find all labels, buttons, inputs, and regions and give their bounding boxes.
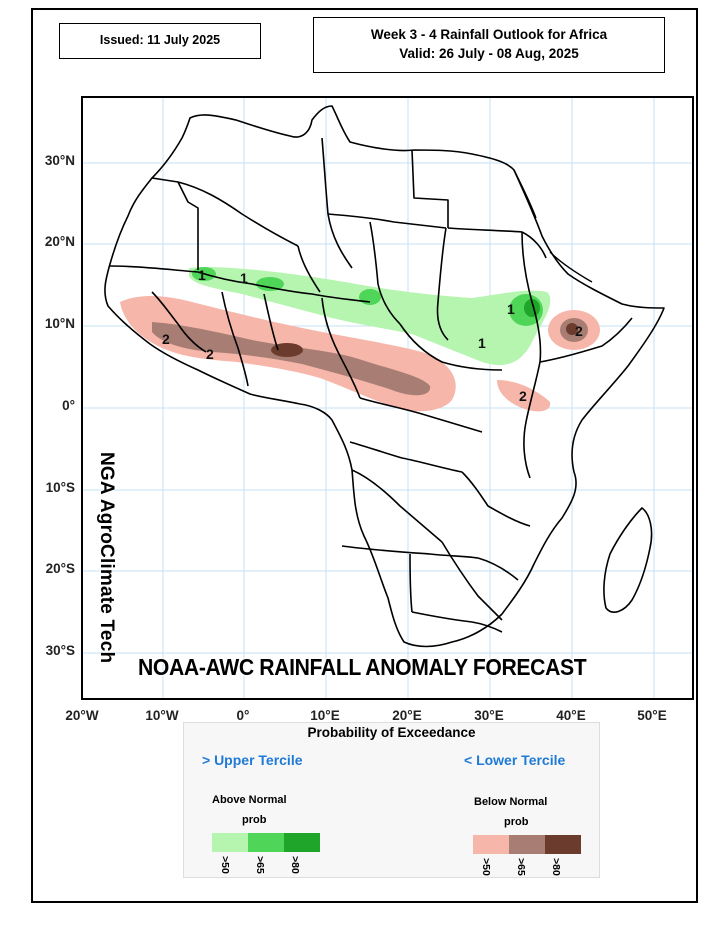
- border-sahel-2: [369, 221, 401, 325]
- border-south-5: [477, 557, 519, 581]
- border-east-1: [521, 231, 542, 363]
- border-south-6: [411, 611, 503, 633]
- lat-label-10s: 10°S: [45, 480, 75, 495]
- border-north-1: [151, 177, 199, 270]
- contour-label-below-2: 2: [206, 346, 214, 362]
- arabia-edge: [513, 169, 593, 283]
- contour-label-above-2: 1: [240, 270, 248, 286]
- map-panel: 1 1 1 1 2 2 2 2: [81, 96, 694, 700]
- lat-label-0: 0°: [62, 398, 75, 413]
- swatch-above-80: [284, 833, 320, 852]
- below-normal-label: Below Normal: [474, 796, 548, 808]
- contour-label-above-1: 1: [198, 267, 206, 283]
- lon-label-20w: 20°W: [65, 708, 99, 723]
- border-south-3: [409, 553, 413, 613]
- tick-above-80: >80: [289, 856, 301, 874]
- border-central-5: [461, 471, 531, 527]
- swatch-below-80: [545, 835, 581, 854]
- madagascar-outline: [603, 506, 653, 613]
- lat-label-30n: 30°N: [44, 153, 75, 168]
- title-box: Week 3 - 4 Rainfall Outlook for Africa V…: [313, 17, 665, 73]
- legend: Probability of Exceedance > Upper Tercil…: [183, 722, 600, 878]
- below-normal-65-area-west: [152, 322, 431, 396]
- above-normal-prob-label: prob: [242, 814, 267, 826]
- contour-label-above-3: 1: [507, 301, 515, 317]
- border-east-2: [539, 317, 633, 363]
- lon-label-10w: 10°W: [145, 708, 179, 723]
- swatch-below-50: [473, 835, 509, 854]
- border-north-4: [327, 213, 447, 229]
- lower-tercile-label: < Lower Tercile: [464, 752, 566, 768]
- border-central-1: [321, 297, 361, 399]
- contour-label-below-4: 2: [575, 323, 583, 339]
- lat-label-30s: 30°S: [45, 643, 75, 658]
- upper-tercile-label: > Upper Tercile: [202, 752, 303, 768]
- issued-date-box: Issued: 11 July 2025: [59, 23, 261, 59]
- swatch-above-50: [212, 833, 248, 852]
- lon-label-20e: 20°E: [392, 708, 422, 723]
- border-east-3: [523, 361, 541, 479]
- below-normal-areas: [120, 296, 600, 412]
- border-sahel-3: [436, 227, 449, 341]
- border-central-4: [349, 441, 463, 473]
- above-normal-label: Above Normal: [212, 794, 287, 806]
- border-south-2: [341, 545, 479, 559]
- lon-label-0: 0°: [236, 708, 250, 723]
- contour-label-below-1: 2: [162, 331, 170, 347]
- border-central-3: [359, 397, 483, 433]
- below-normal-50-area-east: [497, 380, 551, 412]
- border-north-3: [321, 137, 353, 269]
- legend-title: Probability of Exceedance: [307, 725, 476, 740]
- lat-label-20s: 20°S: [45, 561, 75, 576]
- lon-label-10e: 10°E: [310, 708, 340, 723]
- border-south-1: [351, 469, 443, 543]
- contour-label-above-4: 1: [478, 335, 486, 351]
- tick-above-65: >65: [254, 856, 266, 874]
- lon-label-50e: 50°E: [637, 708, 667, 723]
- above-normal-65-spot-3: [359, 289, 381, 305]
- border-sahel-1: [297, 245, 321, 293]
- border-west-1: [151, 291, 207, 353]
- border-north-6: [447, 227, 547, 259]
- forecast-title: NOAA-AWC RAINFALL ANOMALY FORECAST: [138, 654, 587, 680]
- country-outlines: [104, 105, 665, 648]
- africa-coastline: [104, 105, 665, 648]
- border-south-4: [441, 541, 503, 621]
- border-central-2: [399, 323, 503, 371]
- issued-date: Issued: 11 July 2025: [99, 33, 221, 47]
- swatch-above-65: [248, 833, 284, 852]
- above-normal-areas: [189, 267, 551, 366]
- africa-map: 1 1 1 1 2 2 2 2: [83, 98, 692, 698]
- border-north-5: [411, 149, 449, 228]
- vertical-credit: NGA AgroClimate Tech: [96, 452, 117, 664]
- below-normal-80-spot-ethiopia: [566, 323, 578, 335]
- border-west-2: [221, 291, 249, 387]
- tick-below-50: >50: [480, 858, 492, 876]
- tick-below-80: >80: [550, 858, 562, 876]
- above-normal-65-spot-2: [256, 277, 284, 291]
- above-normal-80-spot: [524, 299, 540, 317]
- above-normal-50-area: [189, 267, 551, 366]
- tick-above-50: >50: [219, 856, 231, 874]
- below-normal-80-spot-west: [271, 343, 303, 357]
- contour-labels: 1 1 1 1 2 2 2 2: [162, 267, 583, 404]
- border-west-3: [263, 293, 279, 351]
- below-normal-prob-label: prob: [504, 816, 529, 828]
- swatch-below-65: [509, 835, 545, 854]
- border-north-2: [177, 181, 299, 247]
- border-sahel-west: [109, 265, 371, 303]
- lon-label-40e: 40°E: [556, 708, 586, 723]
- tick-below-65: >65: [515, 858, 527, 876]
- title-line-2: Valid: 26 July - 08 Aug, 2025: [399, 46, 579, 61]
- lat-label-20n: 20°N: [44, 234, 75, 249]
- title-line-1: Week 3 - 4 Rainfall Outlook for Africa: [370, 27, 608, 42]
- contour-label-below-3: 2: [519, 388, 527, 404]
- lat-label-10n: 10°N: [44, 316, 75, 331]
- lon-label-30e: 30°E: [474, 708, 504, 723]
